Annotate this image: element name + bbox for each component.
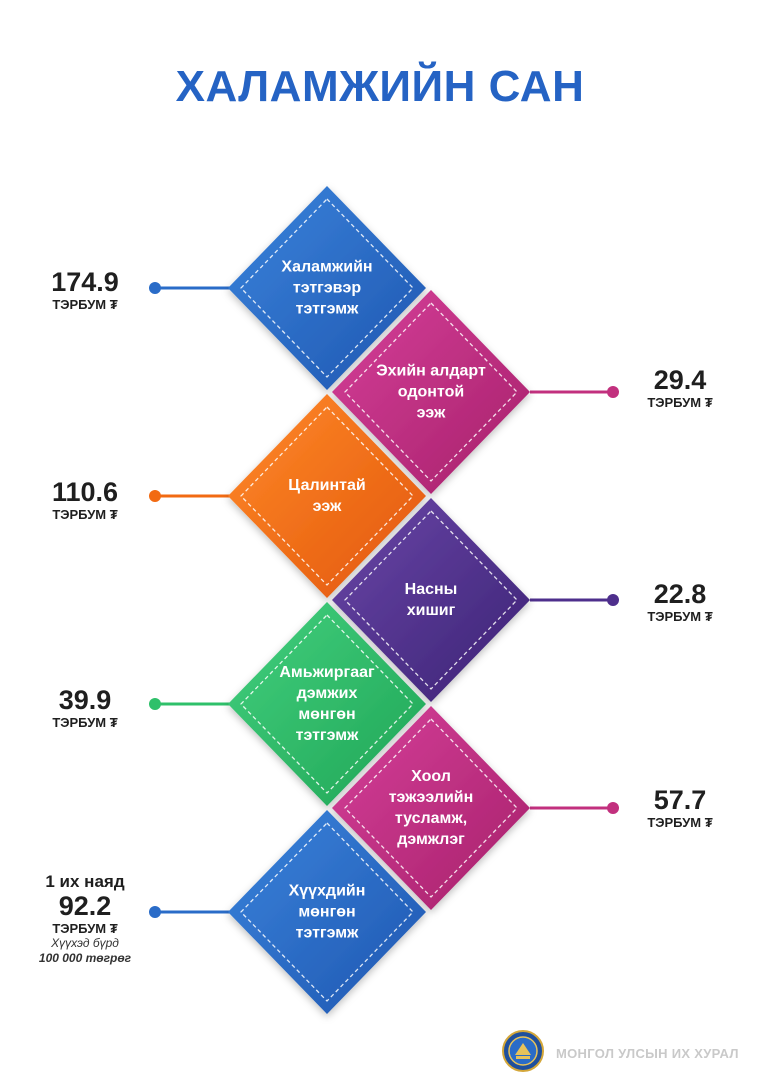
diamond-label-1-text: Халамжийн тэтгэвэр тэтгэмж (281, 258, 373, 318)
value-unit: ТЭРБУМ ₮ (52, 715, 118, 730)
value-amount: 57.7 (653, 785, 707, 815)
diamond-3 (228, 394, 426, 598)
value-amount: 22.8 (653, 579, 707, 609)
value-unit: ТЭРБУМ ₮ (52, 297, 118, 312)
diamond-label-2-text: Эхийн алдарт одонтой ээж (376, 362, 486, 422)
footer-organization: МОНГОЛ УЛСЫН ИХ ХУРАЛ (556, 1046, 739, 1061)
value-unit: ТЭРБУМ ₮ (647, 815, 713, 830)
value-unit: ТЭРБУМ ₮ (52, 921, 118, 936)
diamond-label-7-text: Хүүхдийн мөнгөн тэтгэмж (288, 882, 366, 942)
diamond-5 (228, 602, 426, 806)
value-block-3: 110.6 ТЭРБУМ ₮ (20, 477, 150, 523)
value-amount: 110.6 (51, 477, 119, 507)
value-amount: 174.9 (51, 267, 119, 297)
diamond-label-6: Хоол тэжээлийн тусламж, дэмжлэг (356, 766, 506, 850)
connector-3 (149, 490, 230, 502)
diamond-label-1: Халамжийн тэтгэвэр тэтгэмж (252, 257, 402, 320)
connector-6 (530, 802, 619, 814)
page-title: ХАЛАМЖИЙН САН (175, 62, 585, 111)
parliament-emblem-icon (502, 1030, 544, 1072)
value-block-5: 39.9 ТЭРБУМ ₮ (20, 685, 150, 731)
value-block-1: 174.9 ТЭРБУМ ₮ (20, 267, 150, 313)
value-note-line-2: 100 000 төгрөг (20, 951, 150, 966)
diamond-label-6-text: Хоол тэжээлийн тусламж, дэмжлэг (388, 768, 474, 848)
value-amount: 39.9 (58, 685, 112, 715)
value-note-line-1: Хүүхэд бүрд (51, 936, 119, 950)
value-note-line-2-text: 100 000 төгрөг (38, 951, 132, 965)
value-unit: ТЭРБУМ ₮ (647, 609, 713, 624)
diamond-7 (228, 810, 426, 1014)
diamond-6 (332, 706, 530, 910)
value-prefix: 1 их наяд (45, 872, 125, 891)
connector-2 (530, 386, 619, 398)
value-amount: 92.2 (58, 891, 112, 921)
value-block-6: 57.7 ТЭРБУМ ₮ (615, 785, 745, 831)
value-block-4: 22.8 ТЭРБУМ ₮ (615, 579, 745, 625)
diamond-label-5-text: Амьжиргааг дэмжих мөнгөн тэтгэмж (279, 664, 375, 744)
connector-4 (530, 594, 619, 606)
diamond-label-7: Хүүхдийн мөнгөн тэтгэмж (252, 881, 402, 944)
diamond-1 (228, 186, 426, 390)
diamond-label-2: Эхийн алдарт одонтой ээж (356, 361, 506, 424)
value-amount: 29.4 (653, 365, 707, 395)
diamond-label-4-text: Насны хишиг (404, 581, 458, 619)
connector-1 (149, 282, 230, 294)
value-block-7: 1 их наяд 92.2 ТЭРБУМ ₮ Хүүхэд бүрд 100 … (20, 872, 150, 966)
diamond-label-3-text: Цалинтай ээж (288, 477, 366, 515)
connector-7 (149, 906, 230, 918)
diamond-4 (332, 498, 530, 702)
connector-5 (149, 698, 230, 710)
value-block-2: 29.4 ТЭРБУМ ₮ (615, 365, 745, 411)
diamond-label-3: Цалинтай ээж (252, 475, 402, 517)
value-unit: ТЭРБУМ ₮ (52, 507, 118, 522)
diamond-label-5: Амьжиргааг дэмжих мөнгөн тэтгэмж (252, 662, 402, 746)
diamond-label-4: Насны хишиг (356, 579, 506, 621)
value-unit: ТЭРБУМ ₮ (647, 395, 713, 410)
diamond-2 (332, 290, 530, 494)
